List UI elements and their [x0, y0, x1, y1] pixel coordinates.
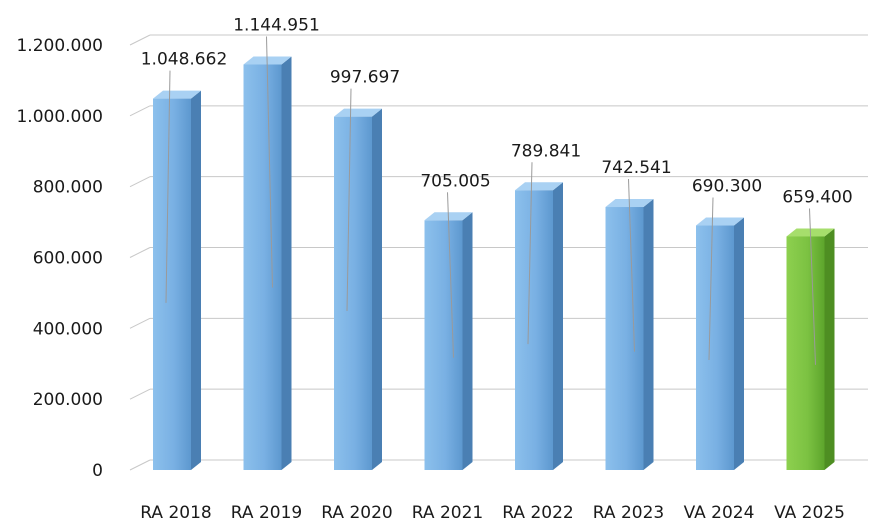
leader-line	[708, 197, 714, 360]
data-label: 1.048.662	[141, 50, 228, 70]
data-label: 690.300	[692, 177, 762, 197]
y-tick-label: 200.000	[33, 390, 103, 410]
bar-side	[643, 199, 654, 470]
gridline-depth	[129, 105, 151, 117]
bar-ra-2020	[334, 108, 382, 470]
bar-front	[786, 236, 825, 470]
gridline-depth	[129, 388, 151, 400]
x-tick-label: VA 2024	[684, 503, 755, 522]
bar-side	[281, 56, 292, 470]
gridline-depth	[129, 247, 151, 258]
y-axis: 0 200.000 400.000 600.000 800.000 1.000.000 1.…	[16, 36, 103, 481]
leader-line	[346, 88, 352, 312]
bar-va-2024	[696, 217, 744, 470]
bar-side	[462, 212, 473, 470]
bar-front	[243, 64, 282, 470]
x-tick-label: VA 2025	[774, 503, 845, 522]
data-label: 742.541	[601, 158, 671, 178]
leader-line	[628, 178, 635, 352]
bar-side	[553, 182, 563, 470]
x-tick-label: RA 2023	[593, 503, 664, 522]
gridline-depth	[129, 459, 151, 471]
y-tick-label: 1.200.000	[16, 36, 103, 56]
data-label: 1.144.951	[233, 15, 320, 35]
gridlines	[129, 34, 868, 471]
bar-ra-2022	[515, 182, 563, 470]
bar-ra-2018	[153, 90, 201, 470]
bar-side	[824, 228, 835, 470]
bar-side	[191, 90, 201, 470]
y-tick-label: 400.000	[33, 319, 103, 339]
data-label: 789.841	[511, 141, 581, 161]
bar-front	[424, 220, 463, 470]
bar-ra-2021	[424, 212, 473, 470]
leader-line	[165, 70, 171, 303]
leader-line	[527, 162, 533, 345]
bar-va-2025	[786, 228, 835, 470]
gridline-depth	[129, 34, 151, 46]
y-tick-label: 1.000.000	[16, 107, 103, 127]
data-label: 659.400	[782, 187, 852, 207]
bar-front	[515, 190, 553, 470]
gridline-depth	[129, 317, 151, 329]
bar-ra-2023	[605, 199, 654, 470]
gridline-depth	[129, 176, 151, 188]
x-tick-label: RA 2022	[502, 503, 573, 522]
x-tick-label: RA 2018	[140, 503, 211, 522]
bar-front	[334, 116, 372, 470]
bar-top	[696, 217, 744, 226]
x-tick-label: RA 2019	[231, 503, 302, 522]
bar-side	[372, 108, 382, 470]
x-axis: RA 2018 RA 2019 RA 2020 RA 2021 RA 2022 RA 20…	[140, 503, 845, 522]
bar-front	[153, 98, 191, 470]
leader-line	[266, 36, 273, 288]
leader-line	[447, 192, 454, 358]
bar-top	[153, 90, 201, 99]
x-tick-label: RA 2020	[321, 503, 392, 522]
y-tick-label: 800.000	[33, 178, 103, 198]
x-tick-label: RA 2021	[412, 503, 483, 522]
bar-ra-2019	[243, 56, 292, 470]
data-label: 997.697	[330, 68, 400, 88]
bar-top	[515, 182, 563, 191]
bar-front	[605, 207, 644, 470]
y-tick-label: 0	[92, 461, 103, 481]
bars	[153, 56, 835, 470]
y-tick-label: 600.000	[33, 249, 103, 269]
bar-front	[696, 225, 734, 470]
leader-line	[809, 208, 816, 365]
bar-side	[734, 217, 744, 470]
data-label: 705.005	[420, 171, 490, 191]
bar-top	[334, 108, 382, 117]
